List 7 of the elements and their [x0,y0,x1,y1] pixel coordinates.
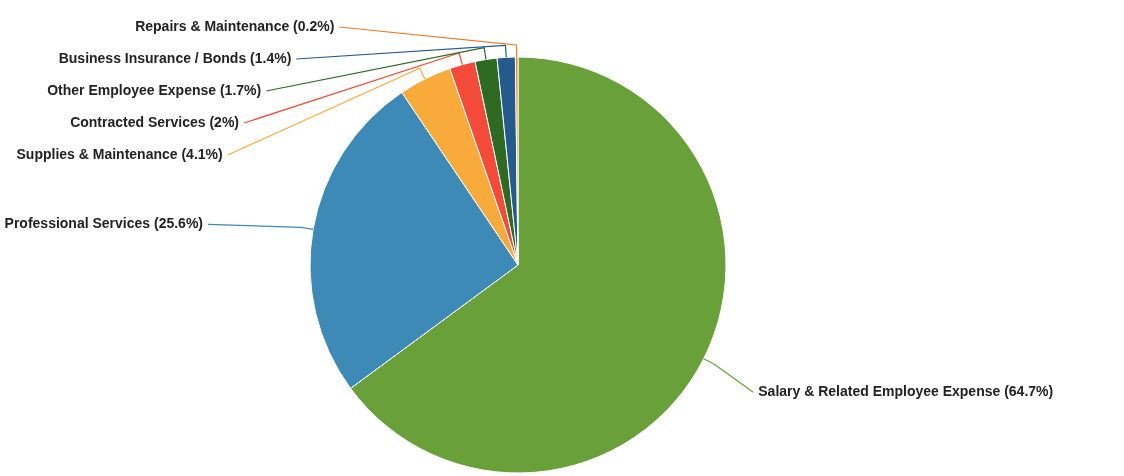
slice-label: Repairs & Maintenance (0.2%) [135,18,335,34]
slice-label: Supplies & Maintenance (4.1%) [16,146,223,162]
slice-label: Professional Services (25.6%) [4,215,203,232]
slice-label: Contracted Services (2%) [70,114,239,130]
slice-label: Business Insurance / Bonds (1.4%) [58,50,292,66]
slice-label: Other Employee Expense (1.7%) [47,82,262,98]
slice-label: Salary & Related Employee Expense (64.7%) [758,383,1054,400]
